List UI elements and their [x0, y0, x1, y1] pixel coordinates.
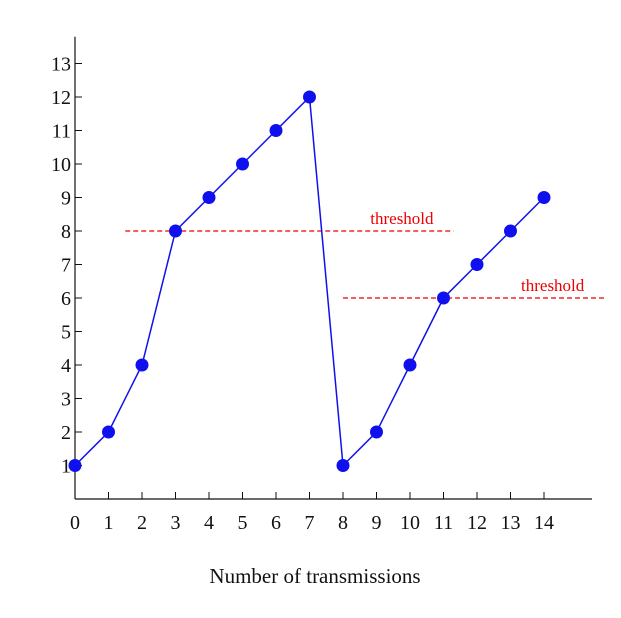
- x-tick-label: 9: [372, 512, 382, 534]
- x-tick-label: 8: [338, 512, 348, 534]
- x-tick-label: 5: [238, 512, 248, 534]
- data-point: [303, 90, 316, 104]
- x-tick-label: 10: [400, 512, 420, 534]
- x-tick-label: 13: [501, 512, 521, 534]
- y-tick-label: 9: [61, 188, 71, 210]
- threshold-lines: threshold threshold: [125, 209, 605, 299]
- data-point: [269, 124, 283, 137]
- y-tick-label: 6: [61, 288, 71, 310]
- data-point: [102, 425, 115, 439]
- axes: [74, 36, 592, 500]
- data-point: [370, 425, 383, 439]
- x-tick-label: 3: [171, 512, 181, 534]
- data-point: [437, 291, 450, 305]
- y-tick-label: 11: [52, 121, 71, 143]
- y-tick-label: 10: [51, 154, 71, 176]
- data-point: [202, 191, 216, 204]
- x-tick-label: 4: [204, 512, 214, 534]
- series: [68, 90, 551, 472]
- x-tick-label: 7: [305, 512, 315, 534]
- x-tick-label: 1: [104, 512, 114, 534]
- x-axis-title: Number of transmissions: [209, 564, 420, 588]
- y-tick-label: 7: [61, 255, 71, 277]
- x-tick-label: 0: [70, 512, 80, 534]
- y-tick-label: 1: [61, 456, 71, 478]
- y-tick-label: 13: [51, 54, 71, 76]
- threshold-label: threshold: [370, 209, 434, 228]
- x-tick-label: 11: [434, 512, 453, 534]
- data-point: [470, 258, 484, 271]
- y-tick-label: 4: [61, 355, 71, 377]
- data-point: [336, 459, 350, 472]
- threshold-label: threshold: [521, 276, 585, 295]
- y-tick-label: 12: [51, 87, 71, 109]
- series-line: [74, 95, 545, 468]
- y-tick-label: 3: [61, 389, 71, 411]
- data-point: [169, 224, 182, 238]
- data-point: [537, 191, 551, 204]
- data-point: [504, 224, 517, 238]
- x-tick-label: 6: [271, 512, 281, 534]
- data-point: [68, 459, 82, 472]
- y-tick-label: 2: [61, 422, 71, 444]
- x-tick-label: 14: [534, 512, 554, 534]
- data-point: [236, 157, 249, 171]
- y-tick-label: 8: [61, 221, 71, 243]
- data-point: [135, 358, 149, 372]
- data-point: [403, 358, 417, 372]
- x-tick-label: 12: [467, 512, 487, 534]
- x-tick-label: 2: [137, 512, 147, 534]
- y-tick-label: 5: [61, 322, 71, 344]
